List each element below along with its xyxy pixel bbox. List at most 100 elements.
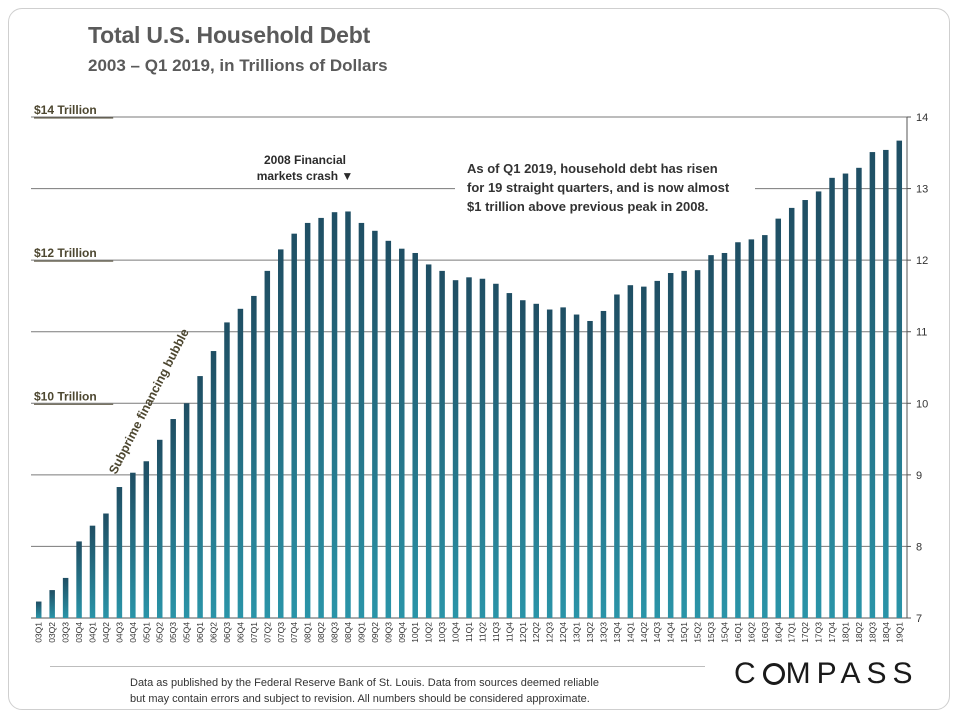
bar xyxy=(869,152,876,618)
bar xyxy=(439,270,445,618)
bar xyxy=(735,242,741,618)
x-tick-label: 17Q4 xyxy=(827,622,837,643)
bar xyxy=(721,252,728,618)
x-tick-label: 11Q3 xyxy=(491,622,501,642)
x-tick-label: 03Q3 xyxy=(61,622,71,643)
bar xyxy=(788,207,795,618)
bar xyxy=(358,222,365,618)
bar xyxy=(506,293,513,618)
x-tick-label: 13Q1 xyxy=(572,622,582,643)
bar xyxy=(681,270,687,618)
x-tick-label: 06Q3 xyxy=(222,622,232,643)
x-tick-label: 04Q2 xyxy=(101,622,111,643)
x-tick-label: 07Q4 xyxy=(289,622,299,643)
x-tick-label: 09Q1 xyxy=(356,622,366,643)
y-tick-label: 9 xyxy=(916,470,922,482)
bar xyxy=(493,283,499,618)
x-tick-label: 15Q4 xyxy=(719,622,729,643)
x-tick-label: 07Q3 xyxy=(276,622,286,643)
bar xyxy=(412,252,418,618)
bar xyxy=(345,211,351,618)
x-tick-label: 05Q1 xyxy=(141,622,151,643)
bar xyxy=(694,270,701,618)
bar xyxy=(170,419,176,618)
x-tick-label: 09Q3 xyxy=(383,622,393,643)
bar xyxy=(775,218,782,619)
bar xyxy=(210,351,217,618)
x-tick-label: 16Q2 xyxy=(746,622,756,643)
bar xyxy=(304,222,311,618)
bar xyxy=(667,273,674,618)
y-tick-label: 13 xyxy=(916,184,928,196)
slide-frame xyxy=(8,8,950,710)
x-tick-label: 04Q3 xyxy=(114,622,124,643)
bar xyxy=(856,167,862,618)
bar xyxy=(183,403,190,618)
x-tick-label: 16Q3 xyxy=(760,622,770,643)
logo-circle-icon xyxy=(762,663,785,685)
x-tick-label: 12Q4 xyxy=(558,622,568,643)
x-tick-label: 19Q1 xyxy=(894,622,904,643)
x-tick-label: 14Q3 xyxy=(652,622,662,643)
x-tick-label: 03Q1 xyxy=(34,622,44,643)
x-tick-label: 10Q1 xyxy=(410,622,420,643)
x-tick-label: 18Q1 xyxy=(840,622,850,643)
x-tick-label: 13Q2 xyxy=(585,622,595,643)
x-tick-label: 04Q4 xyxy=(128,622,138,643)
x-tick-label: 05Q3 xyxy=(168,622,178,643)
bar xyxy=(89,525,96,618)
x-tick-label: 17Q2 xyxy=(800,622,810,643)
footer-line-2: but may contain errors and subject to re… xyxy=(130,693,590,705)
footer-line-1: Data as published by the Federal Reserve… xyxy=(130,677,599,689)
bar xyxy=(641,286,647,618)
x-tick-label: 03Q4 xyxy=(74,622,84,643)
x-tick-label: 12Q2 xyxy=(531,622,541,643)
bar xyxy=(331,212,338,618)
x-tick-label: 15Q2 xyxy=(693,622,703,643)
bar xyxy=(883,149,889,618)
x-tick-label: 06Q4 xyxy=(235,622,245,643)
bubble-annotation: Subprime financing bubble xyxy=(106,326,192,476)
callout-background xyxy=(455,155,755,213)
x-tick-label: 08Q2 xyxy=(316,622,326,643)
x-tick-label: 08Q1 xyxy=(303,622,313,643)
x-tick-label: 13Q3 xyxy=(598,622,608,643)
bar xyxy=(654,280,660,618)
x-tick-label: 11Q1 xyxy=(464,622,474,642)
bar xyxy=(533,303,539,618)
y-label-left: $12 Trillion xyxy=(34,246,97,260)
x-tick-label: 12Q1 xyxy=(518,622,528,643)
x-tick-label: 10Q3 xyxy=(437,622,447,643)
x-tick-label: 03Q2 xyxy=(47,622,57,643)
bar xyxy=(762,235,768,619)
bar xyxy=(600,310,607,618)
y-tick-label: 7 xyxy=(916,613,922,625)
x-tick-label: 11Q4 xyxy=(504,622,514,642)
x-tick-label: 10Q2 xyxy=(424,622,434,643)
x-tick-label: 09Q2 xyxy=(370,622,380,643)
x-tick-label: 14Q2 xyxy=(639,622,649,643)
compass-logo: C MPASS xyxy=(734,657,918,691)
bar xyxy=(466,277,472,618)
x-tick-label: 06Q2 xyxy=(209,622,219,643)
bar xyxy=(49,590,55,618)
bar xyxy=(452,280,459,618)
x-tick-label: 16Q4 xyxy=(773,622,783,643)
bar xyxy=(143,461,150,618)
bar xyxy=(802,200,808,618)
bar xyxy=(224,322,230,618)
crash-annotation-line2: markets crash ▼ xyxy=(257,169,354,183)
bar xyxy=(748,239,755,618)
footer-note: Data as published by the Federal Reserve… xyxy=(130,675,670,707)
x-tick-label: 12Q3 xyxy=(545,622,555,643)
footer-divider xyxy=(50,666,705,667)
bar xyxy=(896,140,903,618)
x-tick-label: 14Q4 xyxy=(666,622,676,643)
x-tick-label: 11Q2 xyxy=(477,622,487,642)
x-tick-label: 05Q2 xyxy=(155,622,165,643)
bar xyxy=(76,541,82,618)
y-tick-label: 11 xyxy=(916,327,927,339)
x-tick-label: 05Q4 xyxy=(182,622,192,643)
bar xyxy=(815,191,822,619)
